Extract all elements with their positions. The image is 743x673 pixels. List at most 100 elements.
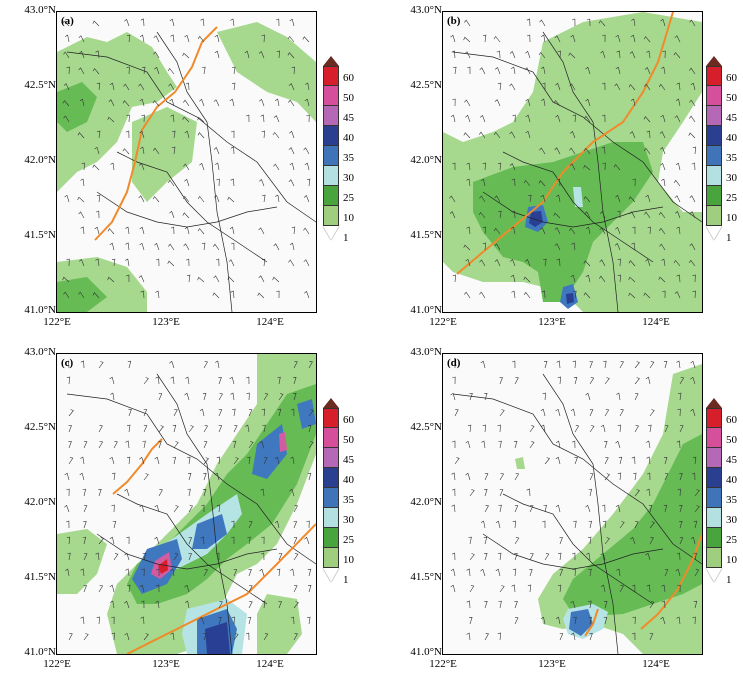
y-tick-d-0: 43.0°N <box>410 346 442 358</box>
wind-barb <box>66 488 70 497</box>
wind-barb <box>690 408 696 417</box>
x-tick-d-1: 123°E <box>538 658 566 670</box>
wind-barb <box>553 212 561 219</box>
wind-barb <box>570 131 576 139</box>
wind-barb <box>449 195 456 203</box>
wind-barb <box>68 441 72 449</box>
wind-barb <box>484 473 489 481</box>
front-line-c-2 <box>126 523 316 654</box>
wind-barb <box>568 52 576 59</box>
wind-barb <box>661 258 666 267</box>
wind-barb <box>107 276 115 283</box>
wind-barb <box>691 472 696 481</box>
wind-barbs <box>64 360 314 641</box>
wind-barb <box>466 632 471 641</box>
wind-barb <box>479 67 486 75</box>
wind-barb <box>499 473 505 481</box>
wind-barb <box>619 521 625 529</box>
wind-barb <box>583 260 591 267</box>
wind-barb <box>259 568 265 577</box>
wind-barb <box>541 290 546 299</box>
rain-area-c <box>57 354 316 654</box>
wind-barb <box>245 632 250 641</box>
wind-barb <box>676 616 681 625</box>
wind-barb <box>598 20 606 27</box>
wind-barb <box>543 504 547 513</box>
wind-barb <box>261 536 265 545</box>
colorbar-label: 50 <box>343 434 354 446</box>
wind-barb <box>139 456 145 465</box>
wind-barb <box>478 211 486 219</box>
wind-barb <box>676 226 681 235</box>
wind-barb <box>602 162 606 171</box>
wind-barb <box>634 377 640 385</box>
wind-barb <box>143 409 148 417</box>
wind-barb <box>153 51 160 59</box>
wind-barb <box>467 424 472 433</box>
wind-barb <box>480 568 486 577</box>
wind-barb <box>540 66 546 75</box>
wind-barb <box>484 633 489 641</box>
wind-barb <box>644 66 651 75</box>
wind-barb <box>80 360 85 369</box>
wind-barb <box>214 34 220 43</box>
wind-barb <box>661 584 666 593</box>
wind-barb <box>139 130 145 139</box>
wind-barb <box>290 568 295 577</box>
colorbar-bottom-arrow <box>323 226 339 240</box>
wind-barb <box>688 132 696 139</box>
wind-barb <box>126 34 131 43</box>
wind-barb <box>493 227 501 235</box>
wind-barb <box>96 616 100 625</box>
wind-barb <box>184 392 190 401</box>
wind-barb <box>274 98 280 107</box>
wind-barb <box>643 116 651 123</box>
wind-barb <box>201 504 205 512</box>
wind-barb <box>248 521 253 529</box>
wind-barb <box>559 569 564 577</box>
colorbar-label: 30 <box>343 172 354 184</box>
x-tick-d-2: 124°E <box>642 658 670 670</box>
wind-barb <box>511 360 516 369</box>
wind-barb <box>480 360 486 369</box>
wind-barb <box>628 276 636 283</box>
colorbar-label: 25 <box>726 534 737 546</box>
wind-barb <box>111 472 116 481</box>
wind-barb <box>645 258 651 267</box>
wind-barb <box>184 34 190 43</box>
wind-barb <box>643 292 651 299</box>
wind-barb <box>452 440 456 448</box>
wind-barb <box>77 196 85 203</box>
wind-barb <box>229 376 235 385</box>
colorbar-segment <box>706 488 722 508</box>
colorbar-segment <box>706 448 722 468</box>
wind-barb <box>659 131 666 139</box>
wind-barb <box>585 98 591 107</box>
wind-barb <box>618 456 623 465</box>
wind-barb <box>481 440 486 449</box>
wind-barb <box>689 195 696 203</box>
wind-barb <box>187 488 191 497</box>
wind-barb <box>600 424 606 433</box>
wind-barb <box>183 243 190 251</box>
wind-barbs <box>450 360 700 641</box>
wind-barb <box>199 408 205 417</box>
wind-barb <box>126 424 131 433</box>
wind-barb <box>197 132 205 139</box>
wind-barb <box>143 633 149 641</box>
wind-barb <box>63 51 70 59</box>
wind-barb <box>603 616 608 625</box>
wind-barb <box>677 488 681 497</box>
wind-barb <box>599 259 606 267</box>
wind-barb <box>510 226 516 235</box>
wind-barb <box>526 18 531 27</box>
y-tick-a-3: 41.5°N <box>24 229 56 241</box>
wind-barb <box>293 585 298 593</box>
colorbar-label: 40 <box>343 132 354 144</box>
wind-barb <box>675 568 681 577</box>
wind-barb <box>465 472 471 481</box>
wind-barb <box>188 505 193 513</box>
wind-barb <box>463 132 471 139</box>
wind-barb <box>484 600 488 609</box>
colorbar-label: 45 <box>343 112 354 124</box>
